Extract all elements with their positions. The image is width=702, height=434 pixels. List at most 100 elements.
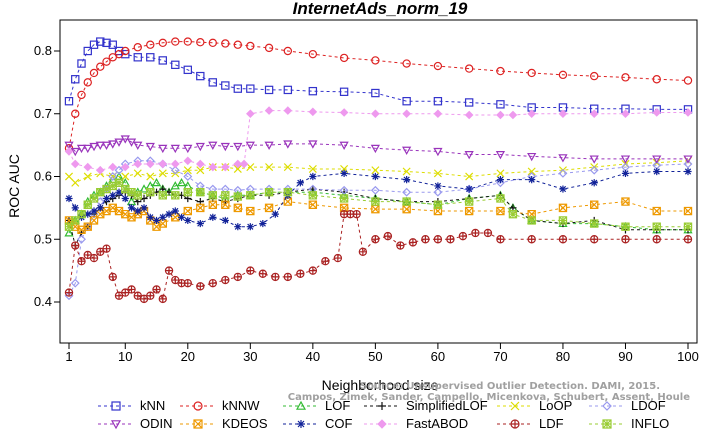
y-tick-label: 0.6 xyxy=(34,169,52,184)
plot-frame xyxy=(59,19,698,344)
data-point-odin xyxy=(101,141,112,150)
data-point-fastabod xyxy=(221,162,230,172)
data-point-cof xyxy=(340,169,348,177)
data-point-ldf xyxy=(271,272,280,282)
data-point-ldf xyxy=(333,253,343,263)
data-point-odin xyxy=(120,135,130,144)
data-point-cof xyxy=(209,213,217,221)
data-point-ldf xyxy=(146,291,155,300)
data-point-fastabod xyxy=(108,162,118,172)
data-point-loop xyxy=(308,164,317,173)
data-point-inflo xyxy=(508,209,518,219)
data-point-knnw xyxy=(121,46,130,56)
data-point-fastabod xyxy=(464,110,474,120)
data-point-ldof xyxy=(339,185,349,195)
data-point-ldf xyxy=(71,241,80,250)
data-point-fastabod xyxy=(64,147,74,156)
data-point-knnw xyxy=(683,76,693,85)
data-point-knn xyxy=(133,53,142,62)
data-point-knnw xyxy=(158,38,167,48)
data-point-inflo xyxy=(71,216,80,225)
data-point-fastabod xyxy=(246,109,255,119)
data-point-cof xyxy=(234,223,242,231)
data-point-cof xyxy=(90,207,98,215)
data-point-ldf xyxy=(446,235,455,244)
data-point-odin xyxy=(76,144,87,154)
data-point-fastabod xyxy=(158,159,168,169)
data-point-cof xyxy=(115,188,123,196)
series-line-knnw xyxy=(68,41,689,149)
data-point-inflo xyxy=(683,222,693,231)
series-line-odin xyxy=(68,138,688,160)
data-point-knnw xyxy=(590,71,599,81)
data-point-knnw xyxy=(496,66,505,76)
data-point-inflo xyxy=(339,194,349,203)
legend-label-ldof: LDOF xyxy=(631,398,666,413)
data-point-inflo xyxy=(464,197,474,206)
legend-label-kdeos: KDEOS xyxy=(222,416,268,431)
data-point-loop xyxy=(433,169,442,178)
x-tick-label: 20 xyxy=(181,349,195,364)
data-point-cof xyxy=(590,179,598,187)
data-point-knnw xyxy=(89,68,99,78)
x-tick-label: 90 xyxy=(618,349,632,364)
data-point-knn xyxy=(146,53,155,62)
data-point-cof xyxy=(371,172,379,181)
data-point-kdeos xyxy=(158,219,167,228)
data-point-knn xyxy=(208,78,218,87)
data-point-ldf xyxy=(433,235,443,244)
data-point-cof xyxy=(146,213,154,221)
data-point-inflo xyxy=(208,191,218,200)
data-point-ldf xyxy=(321,257,330,266)
data-point-cof xyxy=(559,185,567,193)
data-point-cof xyxy=(152,216,161,225)
data-point-kdeos xyxy=(221,200,230,209)
series-fastabod xyxy=(64,106,693,175)
data-point-kdeos xyxy=(183,206,192,216)
data-point-fastabod xyxy=(183,156,193,166)
data-point-cof xyxy=(653,167,661,176)
data-point-fastabod xyxy=(371,109,380,119)
data-point-cof xyxy=(246,223,254,231)
data-point-inflo xyxy=(371,197,380,206)
legend-marker-fastabod xyxy=(377,419,387,429)
data-point-cof xyxy=(296,179,304,187)
legend-marker-knn xyxy=(111,401,121,411)
data-point-knn xyxy=(77,59,86,68)
data-point-lof xyxy=(176,177,187,187)
data-point-knnw xyxy=(71,109,80,118)
data-point-ldf xyxy=(89,253,99,263)
data-point-knnw xyxy=(171,37,180,46)
data-point-inflo xyxy=(308,191,318,200)
data-point-cof xyxy=(165,210,173,218)
data-point-cof xyxy=(134,207,142,215)
data-point-kdeos xyxy=(558,203,568,213)
data-point-odin xyxy=(527,152,537,162)
x-tick-label: 70 xyxy=(493,349,507,364)
data-point-odin xyxy=(89,142,99,152)
data-point-inflo xyxy=(264,187,274,197)
data-point-kdeos xyxy=(652,206,661,216)
data-point-knnw xyxy=(371,56,380,65)
x-axis-label: Neighborhood size xyxy=(322,377,439,393)
data-point-fastabod xyxy=(120,162,130,172)
data-point-fastabod xyxy=(621,109,630,119)
data-point-ldf xyxy=(296,269,305,278)
legend-label-loop: LoOP xyxy=(539,398,572,413)
data-point-knn xyxy=(308,86,318,96)
data-point-knnw xyxy=(146,40,155,49)
data-point-cof xyxy=(84,210,92,218)
data-point-knnw xyxy=(208,38,218,48)
legend-marker-ldf xyxy=(510,419,520,429)
data-point-knn xyxy=(233,84,243,93)
legend-marker-inflo xyxy=(602,419,612,429)
data-point-ldf xyxy=(221,275,230,285)
data-point-ldf xyxy=(64,288,74,297)
data-point-lof xyxy=(151,177,162,187)
data-point-inflo xyxy=(246,191,255,200)
legend-label-fastabod: FastABOD xyxy=(406,416,468,431)
data-point-loop xyxy=(133,169,142,178)
data-point-ldf xyxy=(421,235,430,244)
data-point-lof xyxy=(170,181,180,190)
data-point-odin xyxy=(589,155,599,164)
